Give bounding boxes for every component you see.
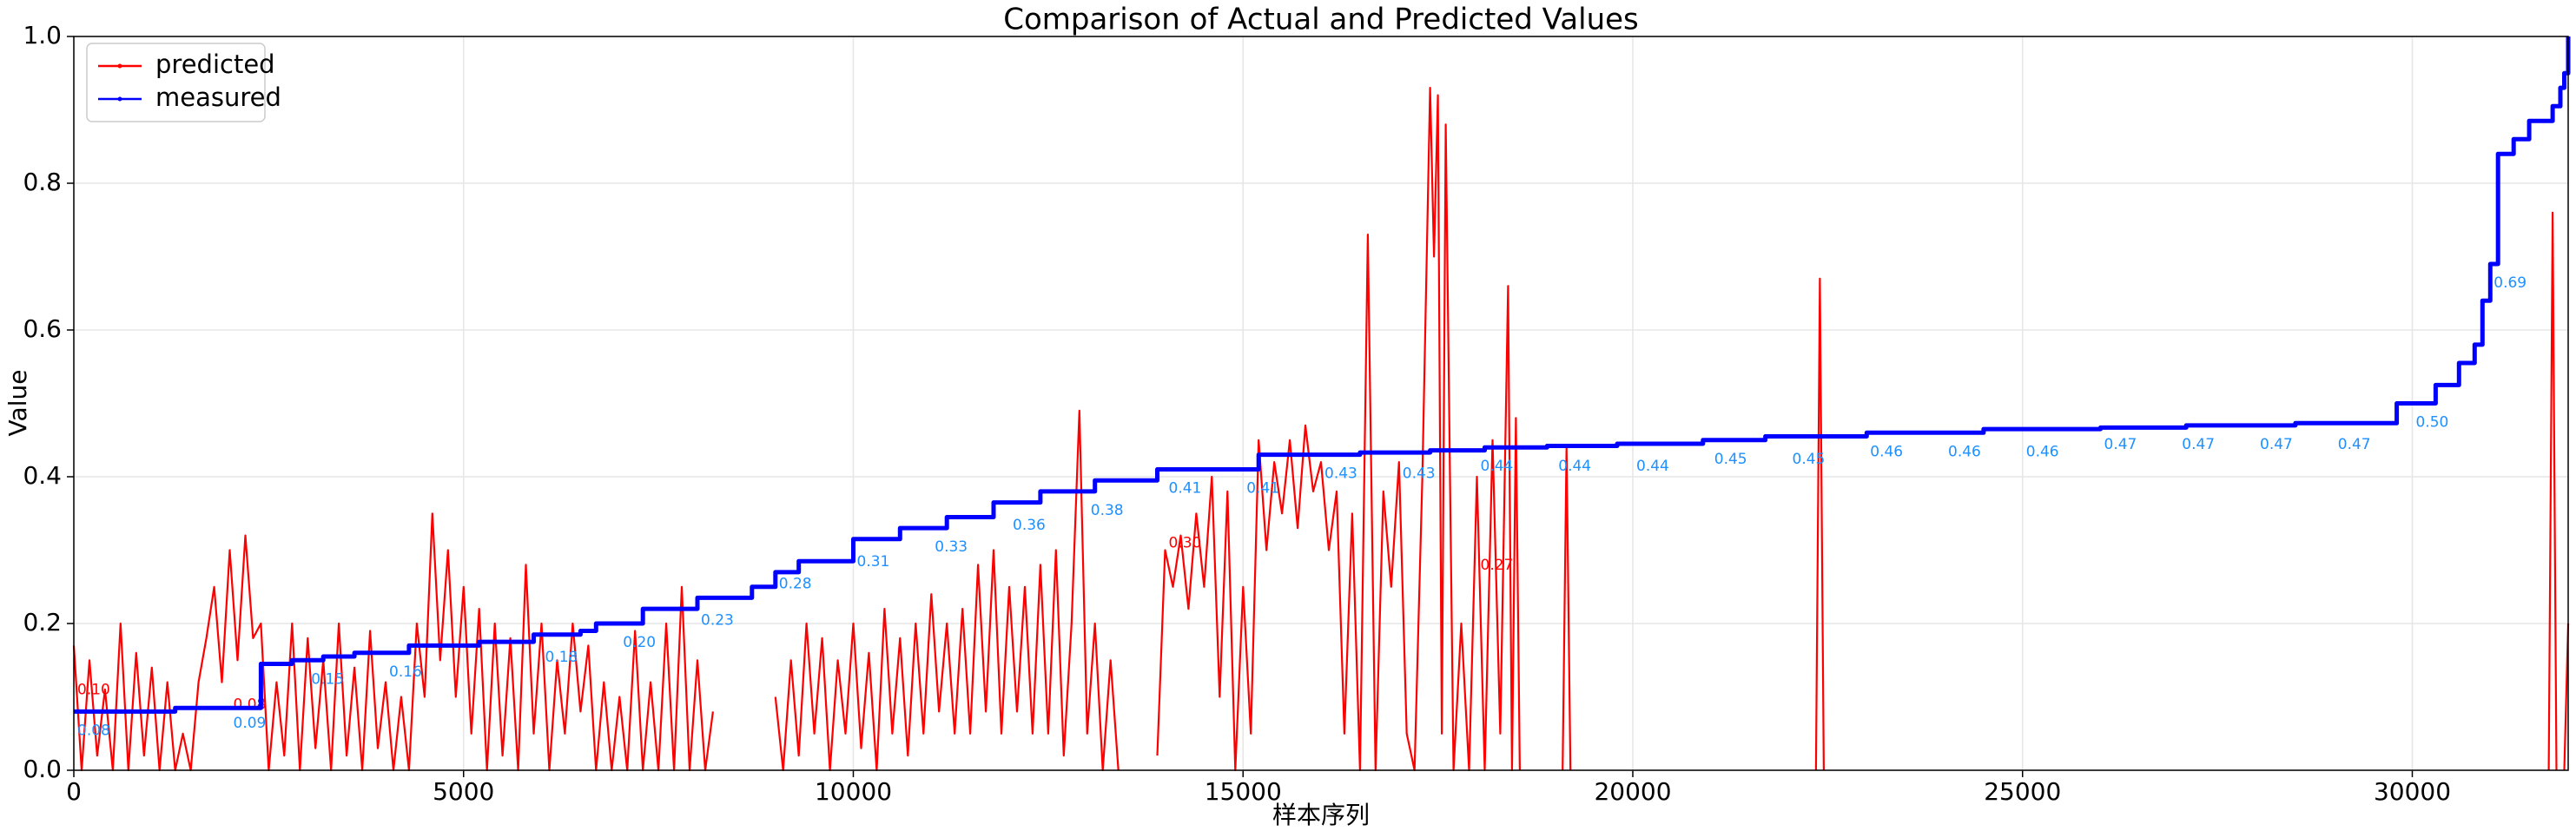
data-label: 0.30 [1169, 535, 1202, 552]
data-label: 0.45 [1793, 451, 1826, 468]
legend-box [86, 43, 266, 122]
x-tick-label: 30000 [2374, 777, 2451, 806]
y-tick-label: 0.0 [23, 755, 62, 783]
x-tick-label: 20000 [1594, 777, 1671, 806]
y-tick-label: 0.8 [23, 168, 62, 196]
data-label: 0.43 [1403, 465, 1436, 483]
data-label: 0.44 [1481, 458, 1514, 475]
data-label: 0.47 [2338, 436, 2371, 453]
x-tick-label: 0 [66, 777, 82, 806]
data-label: 0.31 [857, 553, 890, 571]
series-line [74, 36, 2571, 714]
data-label: 0.38 [1091, 502, 1124, 519]
data-label: 0.36 [1013, 517, 1046, 534]
data-label: 0.50 [2416, 414, 2449, 432]
y-tick-label: 0.2 [23, 608, 62, 637]
legend-marker [117, 96, 122, 102]
y-tick-label: 1.0 [23, 21, 62, 49]
legend-label: predicted [155, 49, 275, 79]
data-label: 0.16 [389, 663, 422, 681]
data-label: 0.46 [1948, 443, 1981, 460]
data-label: 0.15 [311, 670, 344, 688]
series-line [72, 87, 2570, 772]
data-label: 0.08 [77, 722, 110, 739]
data-label: 0.09 [234, 715, 267, 732]
legend-marker [117, 63, 122, 69]
y-tick-label: 0.4 [23, 461, 62, 490]
data-label: 0.27 [1481, 557, 1514, 574]
y-tick-label: 0.6 [23, 314, 62, 343]
data-label: 0.47 [2182, 436, 2215, 453]
data-label: 0.46 [1870, 443, 1903, 460]
plot-frame [73, 36, 2569, 771]
data-label: 0.41 [1246, 480, 1279, 498]
legend-label: measured [155, 82, 281, 112]
data-label: 0.44 [1558, 458, 1591, 475]
x-tick-label: 25000 [1984, 777, 2061, 806]
data-label: 0.44 [1636, 458, 1669, 475]
data-label: 0.33 [935, 538, 968, 556]
data-label: 0.47 [2260, 436, 2293, 453]
data-label: 0.41 [1169, 480, 1202, 498]
x-tick-label: 10000 [815, 777, 892, 806]
data-label: 0.45 [1714, 451, 1747, 468]
data-label: 0.10 [77, 682, 110, 699]
y-axis-label: Value [3, 370, 32, 437]
x-tick-label: 5000 [433, 777, 494, 806]
chart-title: Comparison of Actual and Predicted Value… [1003, 3, 1639, 37]
data-label: 0.47 [2104, 436, 2137, 453]
data-label: 0.46 [2026, 443, 2059, 460]
data-label: 0.28 [779, 575, 812, 592]
data-label: 0.43 [1324, 465, 1357, 483]
data-label: 0.69 [2493, 274, 2526, 292]
x-tick-label: 15000 [1205, 777, 1282, 806]
x-axis-label: 样本序列 [1272, 801, 1370, 829]
data-label: 0.18 [545, 649, 578, 666]
data-label: 0.23 [701, 612, 734, 630]
data-label: 0.20 [623, 634, 656, 651]
